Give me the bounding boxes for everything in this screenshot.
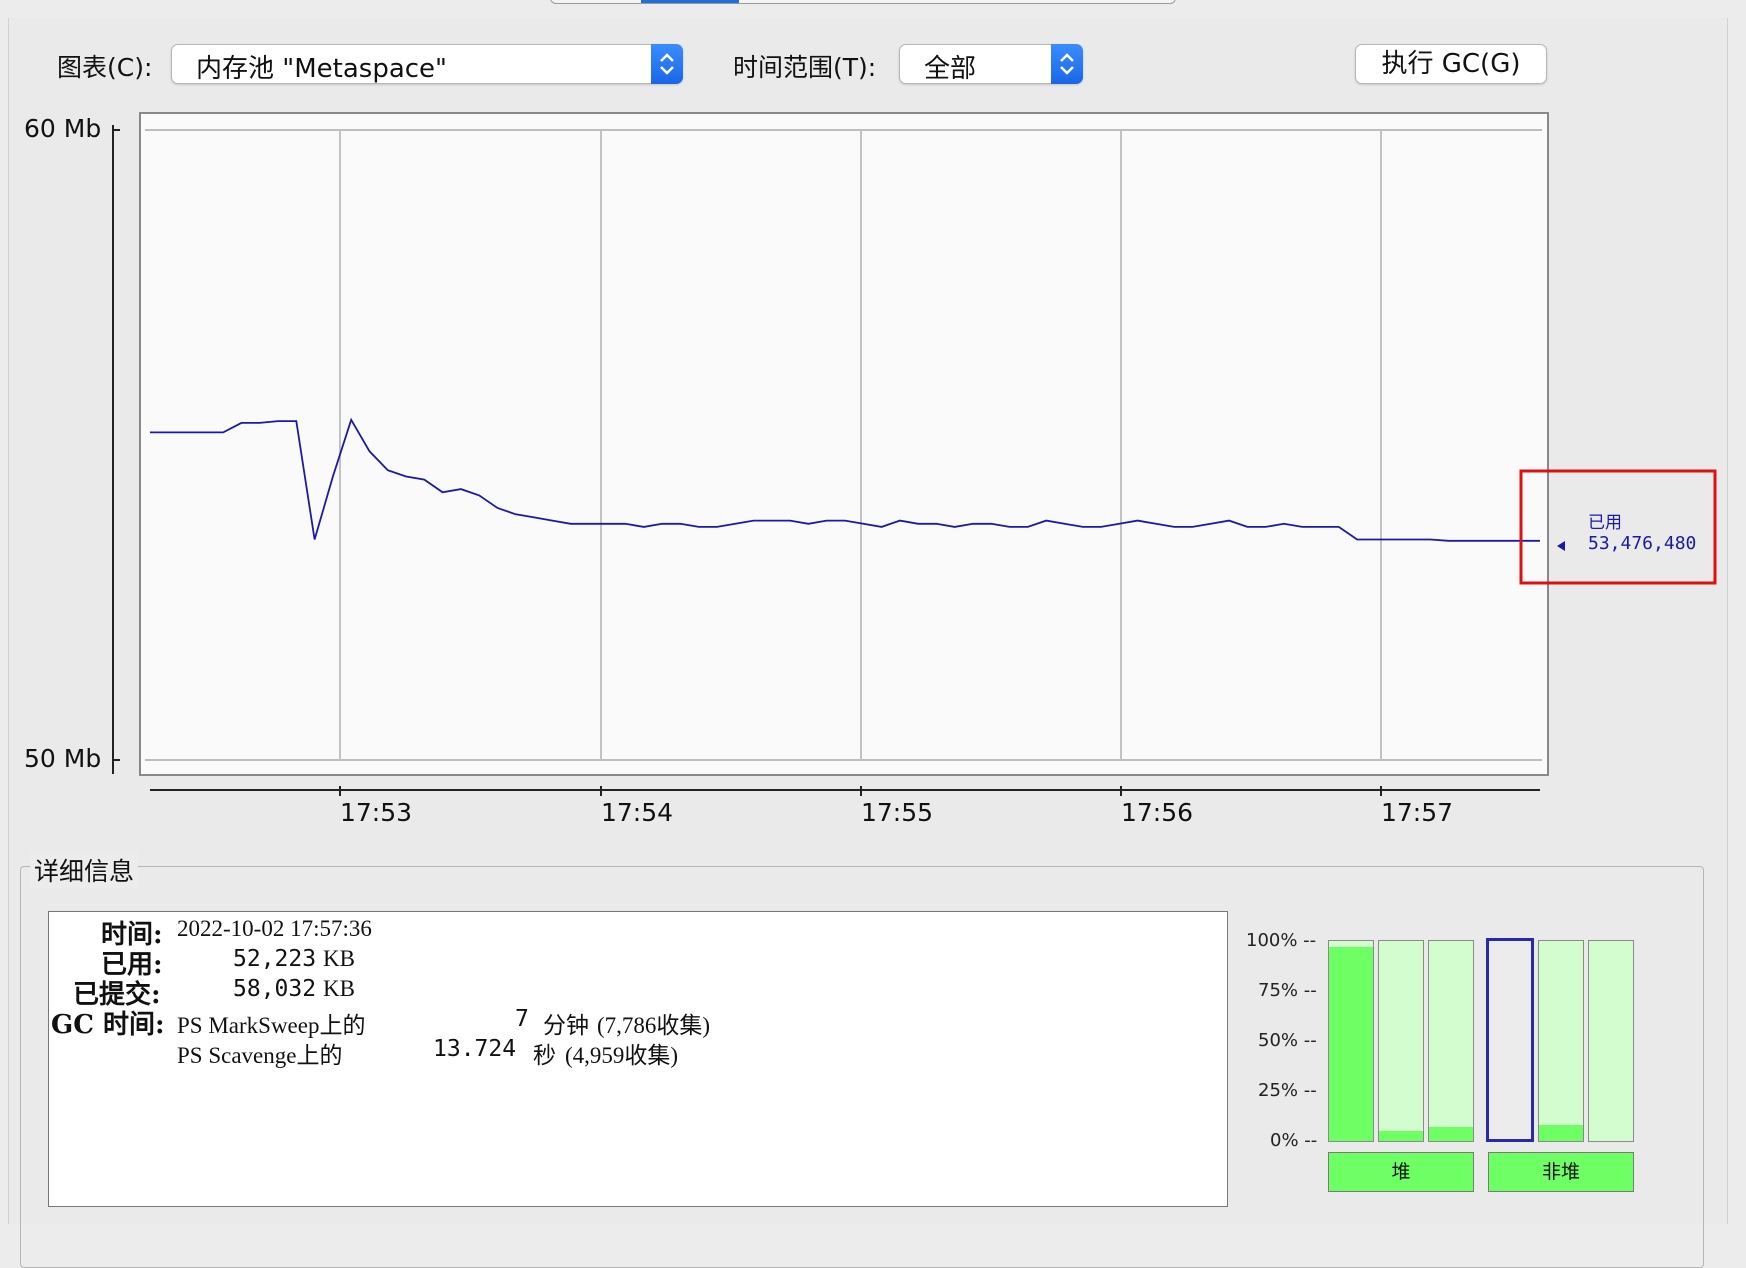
- heap-group-button[interactable]: 堆: [1328, 1152, 1474, 1192]
- heap-pool-bar[interactable]: [1378, 940, 1424, 1142]
- x-tick-label: 17:57: [1381, 798, 1454, 827]
- x-tick-label: 17:55: [861, 798, 934, 827]
- pct-tick: 50% --: [1258, 1030, 1317, 1051]
- chart-selector-value: 内存池 "Metaspace": [196, 54, 448, 84]
- y-axis-max-label: 60 Mb: [24, 114, 102, 143]
- gc1-count: (7,786收集): [597, 1013, 711, 1038]
- gc1-name: PS MarkSweep上的: [177, 1013, 366, 1038]
- current-series-label: 已用: [1588, 513, 1622, 533]
- used-value: 52,223: [233, 946, 317, 972]
- time-value: 2022-10-02 17:57:36: [177, 916, 372, 941]
- used-key: 已用:: [101, 950, 163, 980]
- y-axis-min-label: 50 Mb: [24, 744, 102, 773]
- plot-area: [139, 112, 1549, 776]
- chart-selector-label: 图表(C):: [57, 53, 153, 82]
- chevron-updown-icon[interactable]: [651, 44, 683, 84]
- committed-value: 58,032: [233, 976, 317, 1002]
- nonheap-pool-bar[interactable]: [1588, 940, 1634, 1142]
- details-title: 详细信息: [30, 852, 139, 888]
- used-series-line: [150, 417, 1540, 542]
- gc2-name: PS Scavenge上的: [177, 1043, 343, 1068]
- highlight-box: [1519, 469, 1717, 585]
- selected-tab[interactable]: [641, 0, 739, 3]
- gc2-count: (4,959收集): [565, 1043, 679, 1068]
- gc2-value: 13.724: [433, 1036, 517, 1062]
- perform-gc-button[interactable]: 执行 GC(G): [1355, 44, 1547, 84]
- memory-usage-chart: 已用 53,476,480: [112, 112, 1717, 796]
- nonheap-pool-bar[interactable]: [1538, 940, 1584, 1142]
- committed-key: 已提交:: [73, 980, 161, 1010]
- pool-usage-fill: [1429, 1127, 1473, 1141]
- time-range-label: 时间范围(T):: [733, 53, 877, 82]
- chevron-updown-icon[interactable]: [1051, 44, 1083, 84]
- gc1-value: 7: [515, 1006, 529, 1032]
- pool-usage-fill: [1379, 1131, 1423, 1141]
- pool-usage-fill: [1539, 1125, 1583, 1141]
- pct-tick: 0% --: [1270, 1130, 1318, 1151]
- x-tick-label: 17:53: [340, 798, 413, 827]
- gc-time-key: GC 时间:: [51, 1010, 165, 1040]
- pool-usage-fill: [1329, 947, 1373, 1141]
- x-tick-label: 17:54: [601, 798, 674, 827]
- time-range-dropdown[interactable]: 全部: [899, 44, 1083, 84]
- pct-tick: 25% --: [1258, 1080, 1317, 1101]
- pct-tick: 100% --: [1246, 930, 1317, 951]
- nonheap-pool-bar-selected[interactable]: [1486, 938, 1534, 1142]
- pct-tick: 75% --: [1258, 980, 1317, 1001]
- gc1-unit: 分钟: [543, 1013, 589, 1038]
- x-tick-label: 17:56: [1121, 798, 1194, 827]
- heap-pool-bar[interactable]: [1428, 940, 1474, 1142]
- details-info-panel: 时间: 2022-10-02 17:57:36 已用: 52,223 KB 已提…: [48, 911, 1228, 1207]
- used-unit: KB: [323, 946, 355, 971]
- time-key: 时间:: [101, 920, 163, 950]
- current-value-marker-icon: [1557, 541, 1565, 551]
- time-range-value: 全部: [924, 54, 977, 84]
- nonheap-group-button[interactable]: 非堆: [1488, 1152, 1634, 1192]
- committed-unit: KB: [323, 976, 355, 1001]
- gc2-unit: 秒: [533, 1043, 556, 1068]
- heap-pool-bar[interactable]: [1328, 940, 1374, 1142]
- current-series-value: 53,476,480: [1588, 533, 1696, 554]
- chart-selector-dropdown[interactable]: 内存池 "Metaspace": [171, 44, 683, 84]
